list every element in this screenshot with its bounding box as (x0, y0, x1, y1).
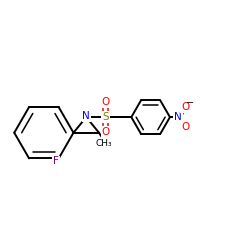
Text: O: O (181, 122, 190, 132)
Text: O: O (102, 97, 110, 107)
Text: O: O (181, 102, 190, 112)
Text: F: F (53, 156, 59, 166)
Text: S: S (102, 112, 109, 122)
Text: CH₃: CH₃ (95, 139, 112, 148)
Text: O: O (102, 127, 110, 137)
Text: −: − (186, 98, 194, 108)
Text: N: N (174, 112, 182, 122)
Text: N: N (82, 111, 90, 121)
